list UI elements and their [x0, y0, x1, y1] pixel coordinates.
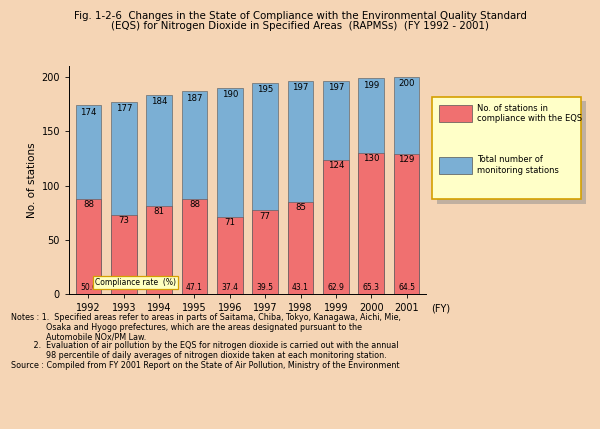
Bar [288, 81, 313, 294]
Text: Osaka and Hyogo prefectures, which are the areas designated pursuant to the: Osaka and Hyogo prefectures, which are t… [11, 323, 362, 332]
Text: 197: 197 [328, 83, 344, 92]
Text: Notes : 1.  Specified areas refer to areas in parts of Saitama, Chiba, Tokyo, Ka: Notes : 1. Specified areas refer to area… [11, 313, 401, 322]
Text: 81: 81 [154, 207, 164, 216]
Text: 174: 174 [80, 108, 97, 117]
Text: 2.  Evaluation of air pollution by the EQS for nitrogen dioxide is carried out w: 2. Evaluation of air pollution by the EQ… [11, 341, 398, 350]
Text: 190: 190 [221, 91, 238, 100]
Text: 37.4: 37.4 [221, 283, 238, 292]
Text: (FY): (FY) [431, 303, 450, 313]
Text: 44.0: 44.0 [151, 283, 167, 292]
Bar [146, 95, 172, 294]
Bar [111, 102, 137, 294]
Bar [217, 217, 242, 294]
Text: Compliance rate  (%): Compliance rate (%) [95, 278, 176, 287]
Text: Automobile NOx/PM Law.: Automobile NOx/PM Law. [11, 332, 146, 341]
Text: 88: 88 [83, 199, 94, 208]
Text: 200: 200 [398, 79, 415, 88]
Bar [182, 199, 207, 294]
Text: 98 percentile of daily averages of nitrogen dioxide taken at each monitoring sta: 98 percentile of daily averages of nitro… [11, 351, 386, 360]
Bar [288, 202, 313, 294]
Text: 71: 71 [224, 218, 235, 227]
Text: 65.3: 65.3 [363, 283, 380, 292]
Y-axis label: No. of stations: No. of stations [28, 142, 37, 218]
Bar [358, 79, 384, 294]
Text: 130: 130 [363, 154, 379, 163]
Text: No. of stations in
compliance with the EQS: No. of stations in compliance with the E… [477, 104, 582, 124]
Text: 43.1: 43.1 [292, 283, 309, 292]
Bar [217, 88, 242, 294]
Text: 177: 177 [116, 104, 132, 113]
Text: Source : Compiled from FY 2001 Report on the State of Air Pollution, Ministry of: Source : Compiled from FY 2001 Report on… [11, 361, 400, 370]
Text: (EQS) for Nitrogen Dioxide in Specified Areas  (RAPMSs)  (FY 1992 - 2001): (EQS) for Nitrogen Dioxide in Specified … [111, 21, 489, 31]
Bar [358, 153, 384, 294]
Bar [76, 199, 101, 294]
Text: 187: 187 [186, 94, 203, 103]
Bar [111, 215, 137, 294]
Bar [253, 83, 278, 294]
Text: 197: 197 [292, 83, 309, 92]
Text: 88: 88 [189, 199, 200, 208]
Text: 47.1: 47.1 [186, 283, 203, 292]
Bar [146, 206, 172, 294]
Text: Total number of
monitoring stations: Total number of monitoring stations [477, 155, 559, 175]
Text: Fig. 1-2-6  Changes in the State of Compliance with the Environmental Quality St: Fig. 1-2-6 Changes in the State of Compl… [74, 11, 526, 21]
Text: 195: 195 [257, 85, 274, 94]
Bar [323, 81, 349, 294]
Text: 77: 77 [260, 211, 271, 221]
Text: 41.2: 41.2 [115, 283, 132, 292]
Bar [182, 91, 207, 294]
Text: 184: 184 [151, 97, 167, 106]
Bar [76, 106, 101, 294]
Text: 73: 73 [118, 216, 129, 225]
Text: 129: 129 [398, 155, 415, 164]
Text: 64.5: 64.5 [398, 283, 415, 292]
Bar [323, 160, 349, 294]
Text: 50.6: 50.6 [80, 283, 97, 292]
Bar [253, 211, 278, 294]
Bar [394, 154, 419, 294]
Text: 39.5: 39.5 [257, 283, 274, 292]
Text: 85: 85 [295, 203, 306, 212]
Text: 62.9: 62.9 [328, 283, 344, 292]
Bar [394, 77, 419, 294]
Text: 124: 124 [328, 161, 344, 170]
Text: 199: 199 [363, 81, 379, 90]
